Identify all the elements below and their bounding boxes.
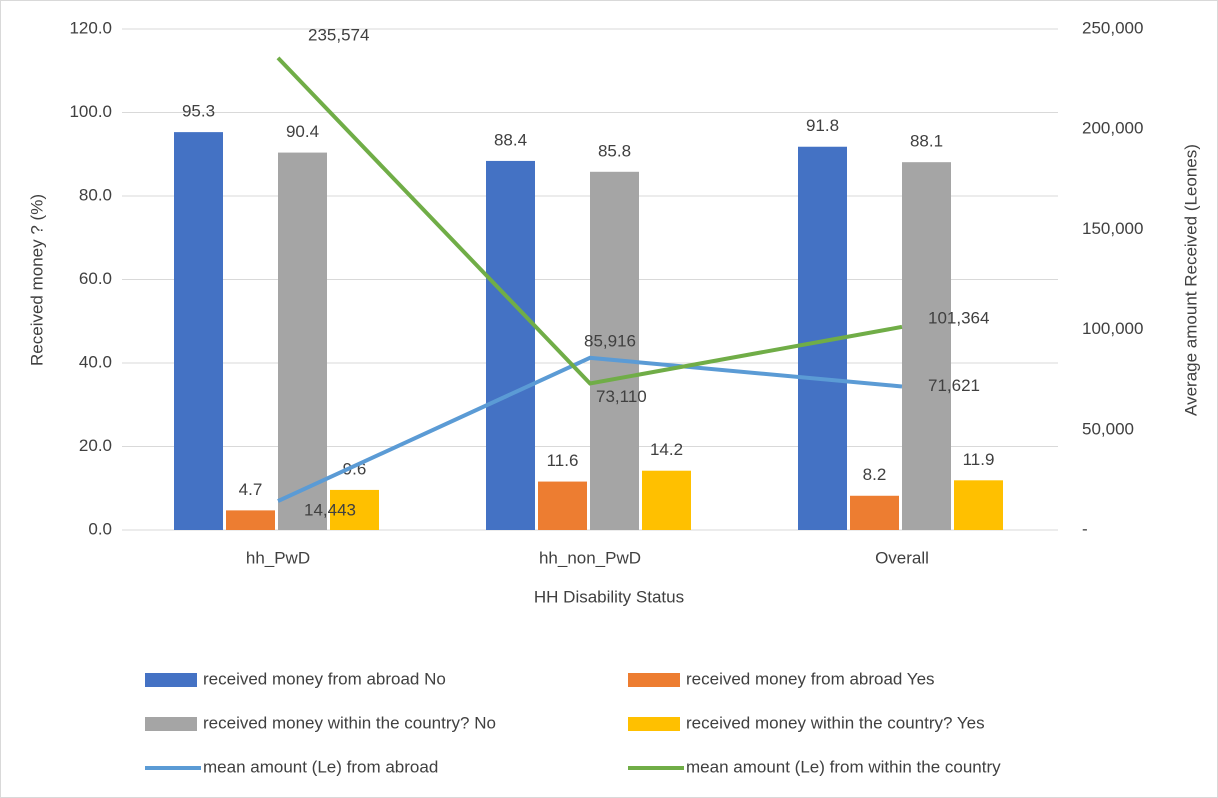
line-value-label: 235,574 bbox=[308, 25, 369, 44]
y2-tick-label: 200,000 bbox=[1082, 119, 1143, 138]
y2-tick-label: 250,000 bbox=[1082, 18, 1143, 37]
legend-label: mean amount (Le) from abroad bbox=[203, 757, 438, 776]
bar-value-label: 14.2 bbox=[650, 440, 683, 459]
line-value-label: 14,443 bbox=[304, 501, 356, 520]
y-tick-label: 120.0 bbox=[69, 18, 112, 37]
bar-value-label: 91.8 bbox=[806, 116, 839, 135]
y2-tick-label: 100,000 bbox=[1082, 319, 1143, 338]
line-value-label: 71,621 bbox=[928, 376, 980, 395]
bar bbox=[590, 171, 639, 530]
legend-label: received money within the country? Yes bbox=[686, 713, 985, 732]
bar bbox=[174, 132, 223, 530]
y-tick-label: 80.0 bbox=[79, 185, 112, 204]
x-tick-label: Overall bbox=[875, 548, 929, 567]
bar-value-label: 88.4 bbox=[494, 130, 527, 149]
bar-value-label: 88.1 bbox=[910, 132, 943, 151]
x-axis-title: HH Disability Status bbox=[534, 587, 684, 606]
bar-value-label: 95.3 bbox=[182, 102, 215, 121]
y-tick-label: 60.0 bbox=[79, 269, 112, 288]
bar-value-label: 85.8 bbox=[598, 141, 631, 160]
legend-label: mean amount (Le) from within the country bbox=[686, 757, 1001, 776]
bar-value-label: 11.9 bbox=[963, 450, 995, 469]
x-tick-label: hh_PwD bbox=[246, 548, 310, 567]
y2-axis-title: Average amount Received (Leones) bbox=[1181, 144, 1200, 416]
y-tick-label: 20.0 bbox=[79, 436, 112, 455]
bar bbox=[902, 162, 951, 530]
x-tick-label: hh_non_PwD bbox=[539, 548, 641, 567]
bar-value-label: 11.6 bbox=[547, 451, 579, 470]
bar bbox=[642, 470, 691, 530]
legend-label: received money from abroad No bbox=[203, 669, 446, 688]
line bbox=[277, 355, 903, 503]
y2-tick-label: - bbox=[1082, 519, 1088, 538]
y-tick-label: 0.0 bbox=[88, 519, 112, 538]
bar bbox=[850, 495, 899, 530]
legend-label: received money from abroad Yes bbox=[686, 669, 935, 688]
bar-value-label: 90.4 bbox=[286, 122, 319, 141]
legend-swatch bbox=[145, 717, 197, 731]
bar bbox=[486, 160, 535, 530]
bar bbox=[538, 481, 587, 530]
bar bbox=[330, 489, 379, 530]
legend-swatch bbox=[628, 673, 680, 687]
bar bbox=[226, 510, 275, 530]
line-value-label: 85,916 bbox=[584, 331, 636, 350]
bar-value-label: 4.7 bbox=[239, 480, 263, 499]
line-value-label: 73,110 bbox=[596, 387, 647, 406]
legend-swatch bbox=[145, 673, 197, 687]
y-tick-label: 40.0 bbox=[79, 352, 112, 371]
y2-tick-label: 50,000 bbox=[1082, 419, 1134, 438]
line bbox=[276, 56, 903, 386]
y-tick-label: 100.0 bbox=[69, 102, 112, 121]
bar bbox=[954, 480, 1003, 530]
legend-label: received money within the country? No bbox=[203, 713, 496, 732]
y-axis-title: Received money ? (%) bbox=[27, 194, 46, 366]
line-value-label: 101,364 bbox=[928, 308, 989, 327]
bar-value-label: 8.2 bbox=[863, 465, 887, 484]
bar bbox=[278, 152, 327, 530]
y2-tick-label: 150,000 bbox=[1082, 219, 1143, 238]
legend-swatch bbox=[628, 717, 680, 731]
